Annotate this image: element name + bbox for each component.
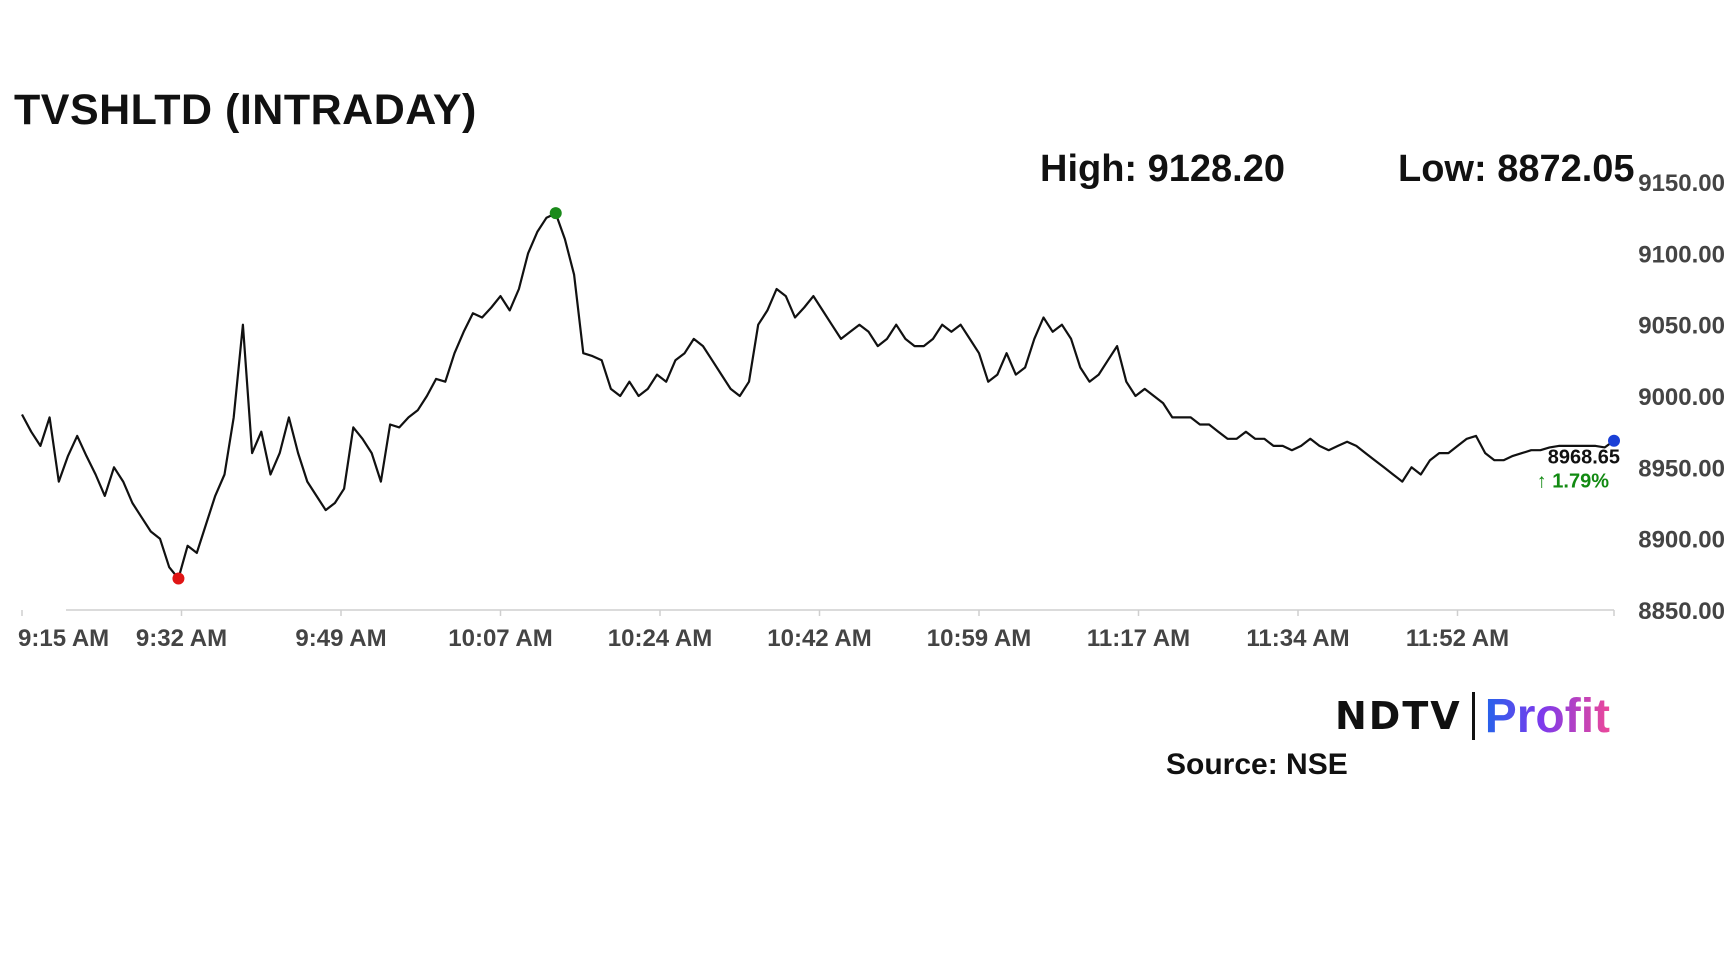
series-line — [21, 212, 1615, 580]
x-tick-label: 11:34 AM — [1246, 625, 1349, 652]
logo-ndtv-text: NDTV — [1335, 694, 1462, 738]
x-tick-label: 11:52 AM — [1406, 625, 1509, 652]
price-change-label: ↑ 1.79% — [1537, 471, 1609, 493]
x-tick-label: 11:17 AM — [1087, 625, 1190, 652]
x-tick-label: 10:42 AM — [767, 625, 871, 652]
y-tick-label: 9050.00 — [1638, 313, 1725, 340]
x-tick-label: 9:15 AM — [18, 625, 109, 652]
series-layer — [21, 212, 1615, 580]
y-tick-label: 8900.00 — [1638, 527, 1725, 554]
y-tick-label: 8950.00 — [1638, 455, 1725, 482]
logo-profit-text: Profit — [1484, 689, 1611, 743]
x-tick-label: 9:49 AM — [295, 625, 386, 652]
y-tick-label: 8850.00 — [1638, 598, 1725, 625]
x-axis: 9:15 AM 9:32 AM 9:49 AM 10:07 AM 10:24 AM 10:… — [18, 609, 1615, 652]
day-low-label: Low: 8872.05 — [1398, 148, 1635, 190]
x-tick-label: 10:59 AM — [927, 625, 1031, 652]
last-price-marker — [1608, 434, 1620, 447]
day-high-label: High: 9128.20 — [1040, 148, 1285, 190]
x-tick-label: 9:32 AM — [136, 625, 227, 652]
high-marker — [549, 207, 562, 220]
last-price-label: 8968.65 — [1548, 447, 1620, 469]
source-label: Source: NSE — [1166, 748, 1348, 781]
low-marker — [172, 572, 185, 585]
y-tick-label: 9150.00 — [1638, 170, 1725, 197]
x-tick-label: 10:24 AM — [608, 625, 712, 652]
y-tick-label: 9000.00 — [1638, 384, 1725, 411]
x-tick-label: 10:07 AM — [448, 625, 552, 652]
markers-layer — [172, 207, 1620, 585]
chart-title: TVSHLTD (INTRADAY) — [14, 86, 477, 134]
ndtv-profit-logo: NDTV Profit — [1335, 688, 1610, 744]
logo-separator — [1471, 692, 1475, 740]
y-tick-label: 9100.00 — [1638, 241, 1725, 268]
y-axis: 9150.00 9100.00 9050.00 9000.00 8950.00 8900.… — [1638, 170, 1725, 625]
